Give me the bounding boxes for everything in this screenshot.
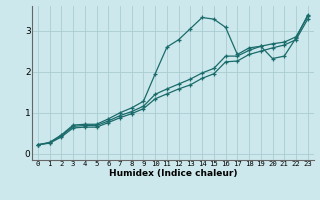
X-axis label: Humidex (Indice chaleur): Humidex (Indice chaleur) [108, 169, 237, 178]
